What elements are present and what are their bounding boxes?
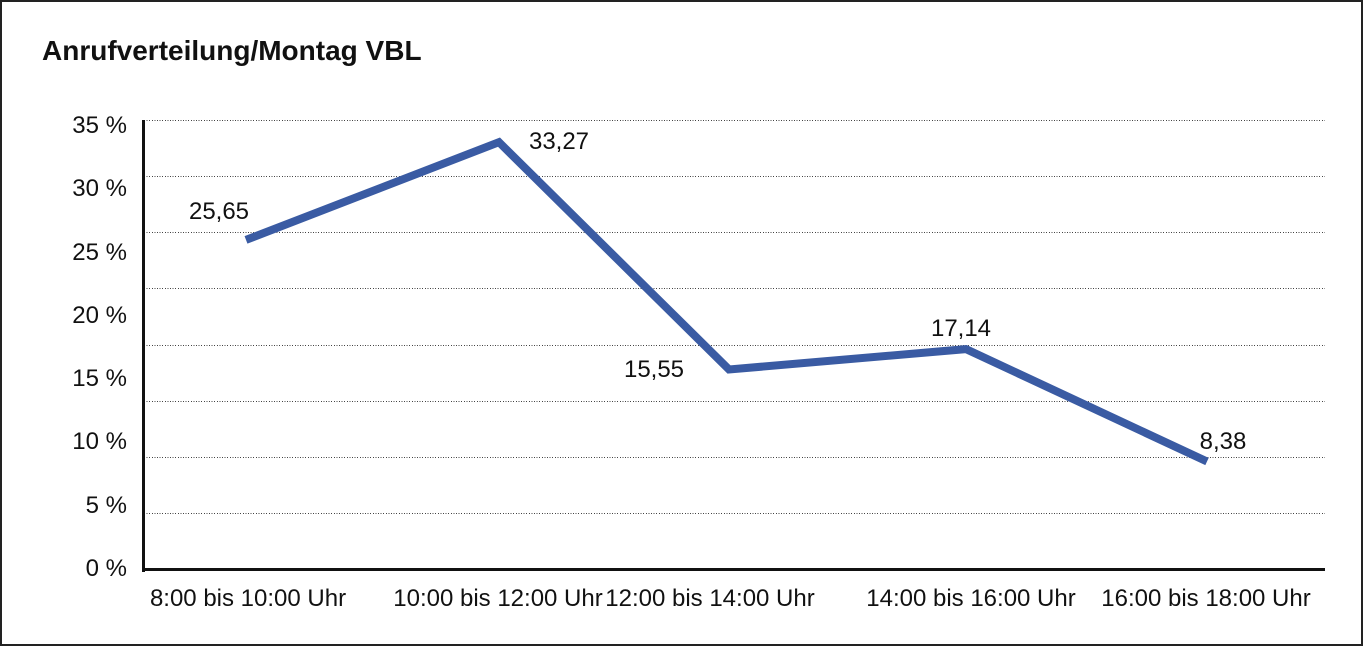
x-category-label: 12:00 bis 14:00 Uhr	[605, 585, 815, 612]
data-point-label: 25,65	[188, 198, 250, 225]
gridline	[144, 457, 1325, 458]
data-point-label: 33,27	[528, 128, 590, 155]
y-axis-line	[142, 120, 145, 572]
gridline	[144, 232, 1325, 233]
gridline	[144, 176, 1325, 177]
x-axis-line	[142, 568, 1325, 571]
gridline	[144, 288, 1325, 289]
y-tick-label: 25 %	[72, 239, 127, 266]
gridline	[144, 513, 1325, 514]
y-tick-label: 15 %	[72, 365, 127, 392]
x-category-label: 16:00 bis 18:00 Uhr	[1101, 585, 1311, 612]
y-tick-label: 5 %	[85, 492, 127, 519]
y-tick-label: 20 %	[72, 302, 127, 329]
chart-title: Anrufverteilung/Montag VBL	[42, 35, 422, 66]
gridline	[144, 120, 1325, 121]
data-point-label: 8,38	[1199, 428, 1247, 455]
y-tick-label: 0 %	[85, 555, 127, 582]
data-line	[244, 137, 1209, 466]
y-tick-label: 30 %	[72, 175, 127, 202]
data-point-label: 17,14	[930, 315, 992, 342]
x-category-label: 10:00 bis 12:00 Uhr	[393, 585, 603, 612]
x-category-label: 14:00 bis 16:00 Uhr	[866, 585, 1076, 612]
y-tick-label: 35 %	[72, 112, 127, 139]
data-point-label: 15,55	[623, 356, 685, 383]
gridline	[144, 345, 1325, 346]
x-category-label: 8:00 bis 10:00 Uhr	[149, 585, 347, 612]
y-tick-label: 10 %	[72, 428, 127, 455]
gridline	[144, 401, 1325, 402]
